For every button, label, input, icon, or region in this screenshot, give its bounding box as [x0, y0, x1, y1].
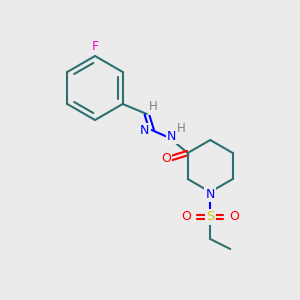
Text: O: O [161, 152, 171, 164]
Text: N: N [206, 188, 215, 200]
Text: S: S [206, 211, 214, 224]
Text: O: O [181, 211, 191, 224]
Text: F: F [92, 40, 99, 53]
Text: N: N [167, 130, 176, 142]
Text: H: H [177, 122, 186, 134]
Text: N: N [140, 124, 149, 137]
Text: O: O [229, 211, 239, 224]
Text: H: H [149, 100, 158, 113]
